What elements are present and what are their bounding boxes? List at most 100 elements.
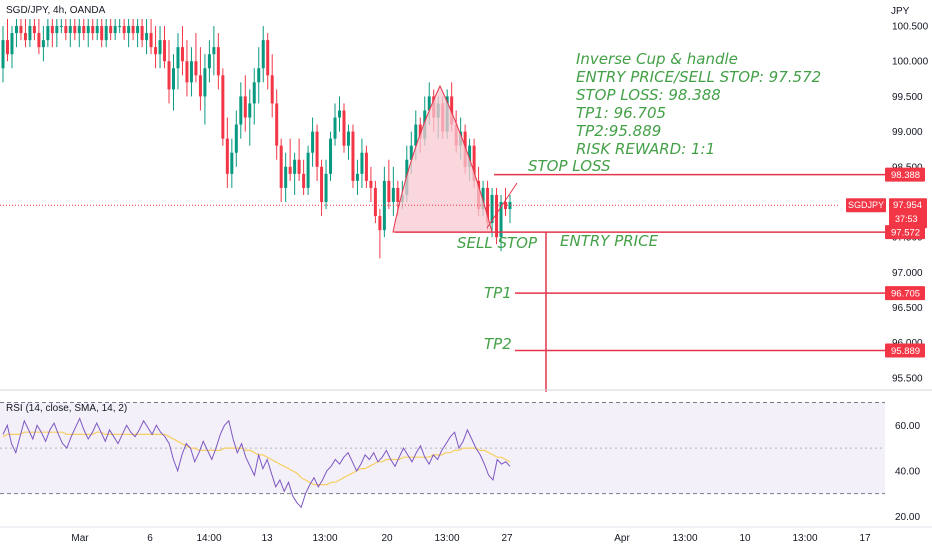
candle-body bbox=[113, 26, 117, 34]
time-tick-label: Apr bbox=[614, 533, 630, 544]
candle-body bbox=[95, 26, 99, 34]
candle-body bbox=[486, 187, 490, 224]
tp1-label: TP1 bbox=[484, 284, 512, 302]
candle-body bbox=[131, 26, 135, 34]
price-tag-box bbox=[885, 167, 925, 182]
candle-body bbox=[427, 96, 431, 111]
candle-body bbox=[1, 40, 5, 69]
candle-body bbox=[212, 47, 216, 55]
candle-body bbox=[297, 159, 301, 174]
price-tick-label: 95.500 bbox=[892, 373, 923, 384]
time-tick-label: 13 bbox=[261, 533, 273, 544]
candle-body bbox=[284, 166, 288, 188]
candle-body bbox=[481, 187, 485, 210]
candle-body bbox=[100, 26, 104, 41]
candle-body bbox=[28, 26, 32, 41]
time-tick-label: 6 bbox=[147, 533, 153, 544]
annotation-line: TP2:95.889 bbox=[576, 122, 661, 140]
time-tick-label: Mar bbox=[71, 533, 89, 544]
candle-body bbox=[369, 180, 373, 188]
candle-body bbox=[59, 26, 63, 28]
candle-body bbox=[355, 173, 359, 181]
tp2-label: TP2 bbox=[484, 335, 512, 353]
candle-body bbox=[288, 166, 292, 174]
candle-body bbox=[293, 159, 297, 174]
price-tag-value: 95.889 bbox=[891, 346, 920, 357]
candle-body bbox=[167, 61, 171, 90]
stop-loss-label: STOP LOSS bbox=[528, 157, 611, 175]
rsi-axis[interactable]: 60.00 40.00 20.00 bbox=[895, 421, 920, 523]
candle-body bbox=[136, 26, 140, 34]
candle-body bbox=[82, 26, 86, 34]
current-price-tag: SGDJPY 97.954 37:53 bbox=[846, 198, 927, 229]
annotation-line: RISK REWARD: 1:1 bbox=[576, 140, 715, 158]
candle-body bbox=[149, 33, 153, 48]
rsi-sma-line bbox=[2, 431, 511, 486]
rsi-label: RSI (14, close, SMA, 14, 2) bbox=[6, 403, 127, 414]
candle-body bbox=[333, 117, 337, 139]
price-tags: 98.388 97.572 96.705 95.889 bbox=[885, 167, 925, 358]
candle-body bbox=[14, 26, 18, 34]
candle-body bbox=[351, 131, 355, 181]
candle-body bbox=[23, 33, 27, 41]
rsi-tick-label: 20.00 bbox=[895, 512, 920, 523]
candle-body bbox=[364, 152, 368, 181]
candle-body bbox=[122, 26, 126, 34]
time-tick-label: 20 bbox=[381, 533, 393, 544]
time-tick-label: 17 bbox=[859, 533, 871, 544]
price-tag-value: 97.572 bbox=[891, 228, 920, 239]
candle-body bbox=[342, 110, 346, 146]
time-tick-label: 27 bbox=[501, 533, 513, 544]
candle-body bbox=[338, 110, 342, 118]
candle-body bbox=[185, 61, 189, 83]
annotation-line: ENTRY PRICE/SELL STOP: 97.572 bbox=[576, 68, 821, 86]
candle-body bbox=[163, 40, 167, 62]
candle-body bbox=[409, 145, 413, 160]
candle-body bbox=[261, 40, 265, 69]
candle-body bbox=[302, 173, 306, 188]
candle-body bbox=[279, 145, 283, 188]
candle-body bbox=[32, 26, 36, 34]
candle-body bbox=[198, 75, 202, 97]
candle-body bbox=[320, 166, 324, 202]
candle-body bbox=[77, 26, 81, 34]
trade-annotation: Inverse Cup & handle ENTRY PRICE/SELL ST… bbox=[576, 50, 821, 158]
candle-body bbox=[306, 152, 310, 188]
candle-body bbox=[387, 180, 391, 202]
candle-body bbox=[373, 187, 377, 217]
candle-body bbox=[275, 103, 279, 146]
inverse-cup-shape bbox=[392, 84, 493, 233]
candle-body bbox=[252, 82, 256, 104]
candle-body bbox=[5, 40, 9, 55]
candle-body bbox=[418, 124, 422, 139]
rsi-tick-label: 60.00 bbox=[895, 421, 920, 432]
candle-body bbox=[324, 173, 328, 202]
candle-body bbox=[118, 26, 122, 28]
time-axis[interactable]: Mar 6 14:00 13 13:00 20 13:00 27 Apr 13:00 10 13:00… bbox=[71, 533, 871, 544]
time-tick-label: 13:00 bbox=[792, 533, 817, 544]
candle-body bbox=[230, 152, 234, 174]
candle-body bbox=[360, 152, 364, 174]
candle-body bbox=[495, 194, 499, 238]
candle-body bbox=[266, 40, 270, 76]
price-tick-label: 99.500 bbox=[892, 92, 923, 103]
candle-body bbox=[221, 75, 225, 139]
candle-body bbox=[243, 96, 247, 118]
candle-body bbox=[140, 26, 144, 41]
symbol-label: SGD/JPY, 4h, OANDA bbox=[6, 5, 106, 16]
time-tick-label: 13:00 bbox=[312, 533, 337, 544]
annotation-line: TP1: 96.705 bbox=[576, 104, 666, 122]
price-tick-label: 97.000 bbox=[892, 268, 923, 279]
candle-body bbox=[468, 145, 472, 167]
candle-body bbox=[499, 201, 503, 238]
candle-body bbox=[180, 47, 184, 62]
currency-label: JPY bbox=[891, 6, 910, 17]
candle-body bbox=[396, 187, 400, 202]
ticker-label: SGDJPY bbox=[848, 200, 884, 210]
candle-body bbox=[472, 145, 476, 181]
candle-body bbox=[154, 47, 158, 55]
candle-body bbox=[346, 131, 350, 146]
time-tick-label: 13:00 bbox=[434, 533, 459, 544]
